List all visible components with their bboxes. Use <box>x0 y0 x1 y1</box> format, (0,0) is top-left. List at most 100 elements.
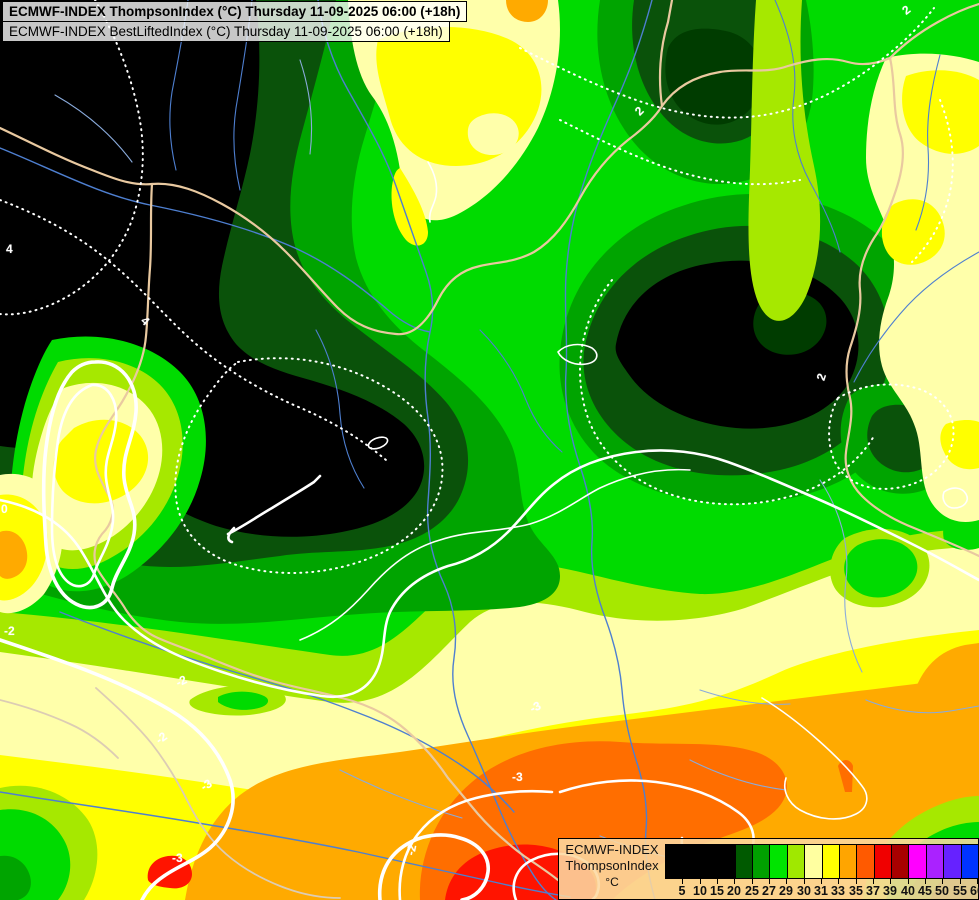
legend-color-cell <box>909 845 927 878</box>
river-tisza <box>564 0 656 900</box>
lakes-layer <box>226 436 389 544</box>
region-south-green-patch-core <box>218 691 269 710</box>
contour-dotted-right-edge <box>911 99 954 263</box>
border-austria-hungary <box>93 182 560 882</box>
legend-tick-label: 50 <box>935 884 949 898</box>
river-drava <box>59 611 515 813</box>
legend-tick-label: 39 <box>883 884 897 898</box>
legend-tick-label: 27 <box>762 884 776 898</box>
contour-solid-center-thin <box>299 468 691 641</box>
region-ne-yellow-2 <box>881 199 945 265</box>
border-ne-fork <box>888 2 979 60</box>
legend-tick-label: 30 <box>797 884 811 898</box>
legend-tick-mark <box>977 879 978 884</box>
contour-dotted-east-open <box>579 279 875 506</box>
region-top-yellow-arm <box>391 168 428 246</box>
region-east-patch-core <box>844 539 918 598</box>
region-ne-yellow-1 <box>902 70 979 154</box>
border-croatia-1 <box>95 687 341 899</box>
contour-solid-minus2-curve <box>398 789 554 900</box>
legend-tick-mark <box>682 879 683 884</box>
legend-tick-label: 10 <box>693 884 707 898</box>
lake-balaton-outline <box>226 474 322 544</box>
legend-tick-label: 40 <box>901 884 915 898</box>
contour-solid-small-1 <box>427 161 438 223</box>
lake-velence-outline <box>367 436 389 450</box>
region-ne-yg-strip <box>748 0 821 321</box>
legend-tick-mark <box>786 879 787 884</box>
contour-dotted-east-loop <box>828 383 955 490</box>
border-north-chain <box>0 56 892 336</box>
legend-color-cell <box>944 845 962 878</box>
legend-color-bar <box>665 844 979 879</box>
legend-tick-label: 31 <box>814 884 828 898</box>
legend-color-cell <box>892 845 910 878</box>
legend-color-cell <box>683 845 701 878</box>
river-south-2 <box>865 699 979 714</box>
legend-tick-mark <box>960 879 961 884</box>
river-ne-2 <box>915 54 941 231</box>
legend-color-cell <box>926 845 945 878</box>
legend-tick-mark <box>734 879 735 884</box>
legend-color-cell <box>839 845 858 878</box>
legend-color-cell <box>787 845 806 878</box>
legend-tick-label: 45 <box>918 884 932 898</box>
legend-tick-label: 55 <box>953 884 967 898</box>
legend-tick-mark <box>890 879 891 884</box>
river-sava <box>0 791 571 898</box>
region-top-py-pocket <box>467 113 519 156</box>
region-top-orange-spot <box>506 0 548 22</box>
contour-solid-zero-line <box>0 449 979 699</box>
legend-unit: °C <box>605 875 619 889</box>
legend-tick-mark <box>700 879 701 884</box>
contour-solid-west-loop-inner <box>50 383 118 588</box>
legend-tick-mark <box>856 879 857 884</box>
river-nw-3 <box>54 94 133 163</box>
legend-color-cell <box>666 845 684 878</box>
legend-tick-mark <box>804 879 805 884</box>
legend-color-cell <box>961 845 979 878</box>
color-scale-legend: ECMWF-INDEX ThompsonIndex °C 5 10 15 20 25 27… <box>558 838 979 900</box>
legend-tick-mark <box>717 879 718 884</box>
river-south-4 <box>339 769 463 819</box>
river-south-3 <box>689 759 787 791</box>
contour-dotted-nw-2 <box>0 199 387 461</box>
border-sk-ua-fork <box>658 0 674 108</box>
river-nw-4 <box>299 59 313 155</box>
map-title-primary-text: ECMWF-INDEX ThompsonIndex (°C) Thursday … <box>9 4 461 19</box>
contour-solid-small-3 <box>942 487 969 509</box>
region-ne-py-band <box>866 53 979 522</box>
contour-solid-minus2-line <box>0 638 235 900</box>
map-title-secondary-text: ECMWF-INDEX BestLiftedIndex (°C) Thursda… <box>9 24 443 39</box>
legend-tick-label: 25 <box>745 884 759 898</box>
legend-tick-label: 35 <box>849 884 863 898</box>
contour-dotted-balaton-loop <box>174 357 444 574</box>
river-south-1 <box>699 689 791 705</box>
contour-dotted-ne-arc2 <box>559 119 801 186</box>
river-danube <box>317 0 557 900</box>
legend-color-cell <box>874 845 893 878</box>
river-ne-1 <box>774 0 841 253</box>
contour-dotted-nw-1 <box>0 0 144 316</box>
legend-color-cell <box>770 845 788 878</box>
legend-tick-label: 37 <box>866 884 880 898</box>
legend-tick-mark <box>873 879 874 884</box>
legend-tick-mark <box>752 879 753 884</box>
map-title-secondary: ECMWF-INDEX BestLiftedIndex (°C) Thursda… <box>2 21 450 42</box>
legend-color-cell <box>700 845 719 878</box>
legend-tick-label: 15 <box>710 884 724 898</box>
river-center-2 <box>315 329 365 489</box>
region-west-edge-orange <box>0 530 28 579</box>
legend-tick-mark <box>838 879 839 884</box>
legend-tick-mark <box>769 879 770 884</box>
legend-tick-mark <box>925 879 926 884</box>
legend-tick-label: 5 <box>678 884 686 898</box>
border-romania <box>844 56 979 558</box>
legend-tick-label: 29 <box>779 884 793 898</box>
legend-tick-mark <box>908 879 909 884</box>
